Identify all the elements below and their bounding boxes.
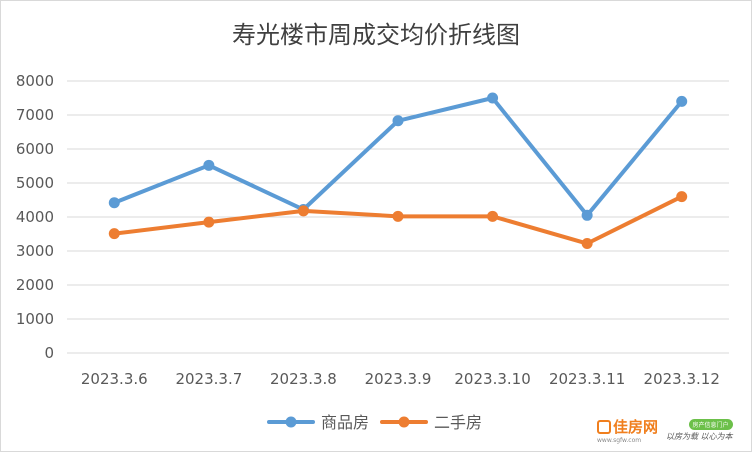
x-tick-label: 2023.3.9 <box>365 370 432 388</box>
series-group <box>108 92 688 250</box>
legend-marker <box>398 416 410 428</box>
watermark-slogan: 以房为载 以心为本 <box>666 431 733 441</box>
y-tick-label: 7000 <box>16 106 54 124</box>
y-tick-label: 8000 <box>16 72 54 90</box>
legend: 商品房 二手房 <box>267 413 482 432</box>
data-point <box>203 216 215 228</box>
x-tick-label: 2023.3.11 <box>549 370 625 388</box>
legend-marker <box>285 416 297 428</box>
data-point <box>297 205 309 217</box>
data-point <box>676 191 688 203</box>
watermark: 佳房网 www.sgfw.com 房产信息门户 以房为载 以心为本 <box>597 416 733 444</box>
y-tick-label: 1000 <box>16 310 54 328</box>
data-point <box>108 197 120 209</box>
x-tick-label: 2023.3.10 <box>454 370 530 388</box>
house-icon <box>597 419 611 434</box>
y-tick-label: 5000 <box>16 174 54 192</box>
data-point <box>581 238 593 250</box>
data-point <box>392 210 404 222</box>
x-tick-label: 2023.3.12 <box>644 370 720 388</box>
data-point <box>203 159 215 171</box>
gridlines <box>67 80 729 354</box>
watermark-brand: 佳房网 <box>613 418 659 436</box>
y-tick-label: 0 <box>44 344 54 362</box>
watermark-badge: 房产信息门户 <box>688 418 733 430</box>
x-tick-label: 2023.3.7 <box>175 370 242 388</box>
y-tick-label: 6000 <box>16 140 54 158</box>
y-axis-ticks: 0 1000 2000 3000 4000 5000 6000 7000 8000 <box>16 72 54 362</box>
watermark-url: www.sgfw.com <box>597 437 642 444</box>
legend-label: 二手房 <box>434 413 482 432</box>
data-point <box>392 115 404 127</box>
chart-title: 寿光楼市周成交均价折线图 <box>232 21 520 49</box>
x-axis-ticks: 2023.3.6 2023.3.7 2023.3.8 2023.3.9 2023.3.1… <box>81 370 720 388</box>
data-point <box>108 228 120 240</box>
data-point <box>487 210 499 222</box>
legend-label: 商品房 <box>321 413 369 432</box>
data-point <box>487 92 499 104</box>
data-point <box>676 95 688 107</box>
y-tick-label: 3000 <box>16 242 54 260</box>
y-tick-label: 2000 <box>16 276 54 294</box>
data-point <box>581 209 593 221</box>
x-tick-label: 2023.3.8 <box>270 370 337 388</box>
y-tick-label: 4000 <box>16 208 54 226</box>
watermark-logo: 佳房网 <box>597 416 658 437</box>
x-tick-label: 2023.3.6 <box>81 370 148 388</box>
